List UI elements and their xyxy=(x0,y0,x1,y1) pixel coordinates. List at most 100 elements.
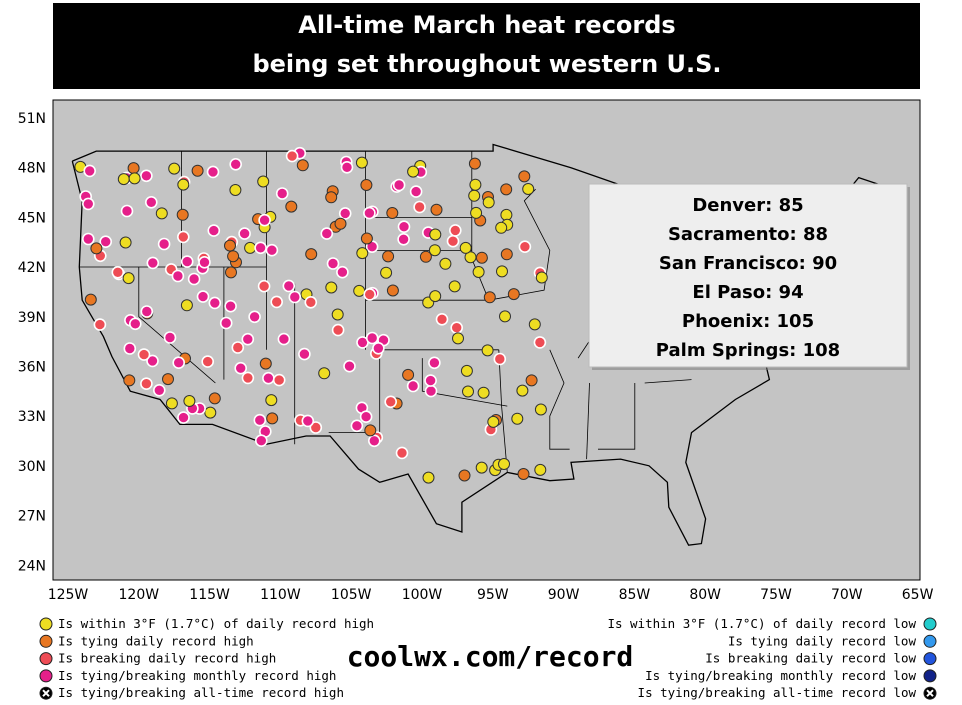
lat-label: 30N xyxy=(18,459,46,475)
record-marker xyxy=(163,331,177,344)
record-marker xyxy=(168,162,181,175)
lat-label: 39N xyxy=(18,310,46,326)
record-marker xyxy=(363,206,376,220)
record-marker xyxy=(82,197,95,211)
record-marker xyxy=(296,159,309,172)
record-marker xyxy=(325,191,338,204)
legend-label: Is tying/breaking all-time record high xyxy=(58,685,344,700)
record-marker xyxy=(448,280,461,293)
lon-label: 125W xyxy=(48,587,89,603)
record-marker xyxy=(482,196,495,209)
record-marker xyxy=(318,367,331,380)
record-marker xyxy=(275,187,289,200)
record-marker xyxy=(257,279,271,293)
lon-label: 90W xyxy=(548,587,580,603)
lat-label: 36N xyxy=(18,360,46,376)
record-marker xyxy=(428,244,441,257)
legend-label: Is within 3°F (1.7°C) of daily record lo… xyxy=(607,616,916,631)
record-marker xyxy=(392,178,406,192)
record-marker xyxy=(464,251,477,264)
record-marker xyxy=(518,170,531,183)
record-marker xyxy=(359,410,373,424)
record-marker xyxy=(419,250,432,263)
record-marker xyxy=(204,406,217,419)
record-marker xyxy=(224,299,237,313)
record-marker xyxy=(285,149,299,163)
title-box xyxy=(53,3,920,89)
callout-line: Sacramento: 88 xyxy=(668,224,828,245)
record-marker xyxy=(224,239,236,252)
record-marker xyxy=(409,185,423,198)
callout-line: Palm Springs: 108 xyxy=(656,340,840,361)
record-marker xyxy=(331,308,344,321)
lon-label: 100W xyxy=(402,587,443,603)
record-marker xyxy=(407,165,420,178)
record-marker xyxy=(355,156,368,169)
record-marker xyxy=(475,251,488,264)
record-marker xyxy=(201,355,214,368)
legend-marker xyxy=(39,617,53,631)
record-marker xyxy=(363,288,377,301)
record-marker xyxy=(446,234,460,248)
record-marker xyxy=(326,257,340,270)
record-marker xyxy=(265,394,278,407)
record-marker xyxy=(386,207,399,219)
state-border xyxy=(421,358,508,407)
record-marker xyxy=(511,412,524,425)
record-marker xyxy=(305,248,318,261)
record-marker xyxy=(146,256,160,270)
callout-line: Denver: 85 xyxy=(692,195,803,216)
record-marker xyxy=(406,379,420,393)
record-marker xyxy=(360,232,373,245)
record-marker xyxy=(343,359,356,373)
lon-label: 70W xyxy=(831,587,863,603)
lon-label: 80W xyxy=(689,587,721,603)
record-marker xyxy=(165,397,178,410)
legend-label: Is within 3°F (1.7°C) of daily record hi… xyxy=(58,616,374,631)
record-marker xyxy=(145,196,158,209)
record-marker xyxy=(82,232,95,246)
record-marker xyxy=(422,471,435,484)
record-marker xyxy=(507,288,520,301)
record-marker xyxy=(493,352,507,366)
record-marker xyxy=(208,392,221,405)
record-marker xyxy=(248,310,261,324)
record-marker xyxy=(93,318,107,331)
record-marker xyxy=(157,237,171,251)
record-marker xyxy=(516,384,529,397)
record-marker xyxy=(424,374,437,387)
record-marker xyxy=(350,419,364,433)
record-marker xyxy=(429,290,442,303)
lon-label: 105W xyxy=(331,587,372,603)
legend-marker xyxy=(39,669,53,683)
record-marker xyxy=(304,295,318,309)
record-marker xyxy=(288,290,302,304)
record-marker xyxy=(356,247,369,260)
record-marker xyxy=(439,257,452,270)
record-marker xyxy=(266,412,279,425)
record-marker xyxy=(334,217,347,230)
record-marker xyxy=(450,321,464,335)
legend-label: Is tying/breaking all-time record low xyxy=(638,685,917,700)
lon-label: 65W xyxy=(902,587,934,603)
lat-label: 24N xyxy=(18,558,46,574)
record-marker xyxy=(364,424,377,437)
state-border xyxy=(586,382,590,460)
record-marker xyxy=(528,318,541,331)
legend-label: Is breaking daily record low xyxy=(705,651,916,666)
lat-label: 45N xyxy=(18,210,46,226)
lat-label: 27N xyxy=(18,509,46,525)
record-marker xyxy=(309,421,323,434)
callout: Denver: 85 Sacramento: 88 San Francisco: 9… xyxy=(656,195,840,361)
record-marker xyxy=(468,157,481,170)
record-marker xyxy=(525,374,538,387)
record-marker xyxy=(402,368,415,381)
record-marker xyxy=(262,371,275,385)
record-marker xyxy=(122,272,135,285)
state-border xyxy=(644,379,692,384)
title-line: All-time March heat records xyxy=(298,11,675,39)
record-marker xyxy=(481,344,494,357)
record-marker xyxy=(244,241,257,254)
record-marker xyxy=(225,266,237,279)
